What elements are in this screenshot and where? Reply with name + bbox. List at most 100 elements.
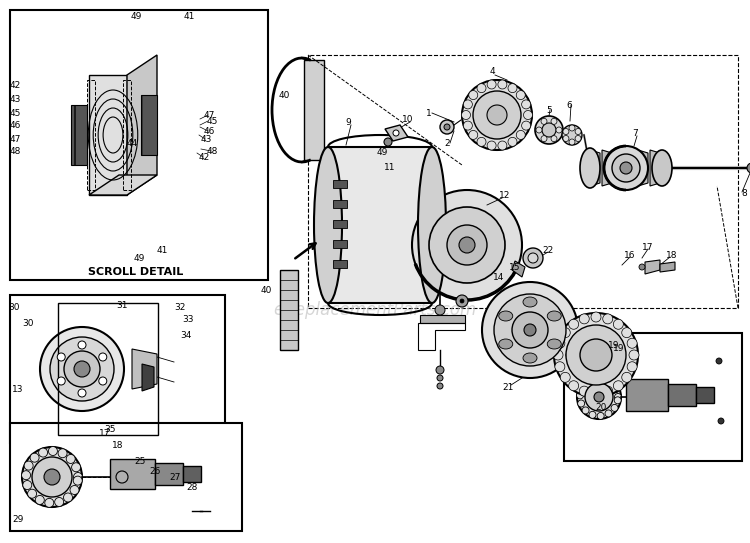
Ellipse shape (548, 339, 561, 349)
Circle shape (563, 129, 569, 135)
Circle shape (40, 327, 124, 411)
Bar (696, 387, 714, 403)
Circle shape (440, 120, 454, 134)
Text: 27: 27 (170, 473, 181, 483)
Circle shape (627, 338, 638, 348)
Ellipse shape (523, 297, 537, 307)
Circle shape (464, 121, 472, 130)
Circle shape (579, 314, 590, 324)
Circle shape (568, 319, 579, 329)
Polygon shape (142, 364, 154, 391)
Bar (304, 60, 324, 160)
Ellipse shape (314, 147, 342, 303)
Ellipse shape (580, 148, 600, 188)
Circle shape (582, 407, 589, 414)
Bar (308, 55, 738, 308)
Circle shape (393, 130, 399, 136)
Circle shape (473, 91, 521, 139)
Text: 16: 16 (624, 250, 636, 260)
Circle shape (57, 377, 65, 385)
Circle shape (38, 448, 47, 457)
Circle shape (78, 389, 86, 397)
Polygon shape (127, 55, 157, 195)
Bar (333, 240, 347, 248)
Bar (333, 200, 347, 208)
Text: 17: 17 (642, 243, 654, 251)
Circle shape (28, 489, 37, 498)
Circle shape (554, 313, 638, 397)
Bar (123, 80, 131, 190)
Text: 34: 34 (180, 331, 192, 339)
Circle shape (569, 125, 575, 131)
Circle shape (32, 457, 72, 497)
Circle shape (716, 358, 722, 364)
Polygon shape (638, 150, 648, 186)
Circle shape (508, 137, 517, 147)
Circle shape (562, 125, 582, 145)
Circle shape (575, 136, 581, 142)
Circle shape (437, 375, 443, 381)
Text: 35: 35 (104, 425, 116, 433)
Text: 40: 40 (278, 91, 290, 99)
Circle shape (35, 495, 44, 504)
Circle shape (55, 497, 64, 507)
Bar (10, 10, 268, 280)
Circle shape (494, 294, 566, 366)
Circle shape (487, 141, 496, 150)
Bar (564, 333, 742, 461)
Circle shape (516, 91, 525, 99)
Circle shape (498, 141, 507, 150)
Text: 11: 11 (384, 162, 396, 172)
Circle shape (629, 350, 639, 360)
Circle shape (30, 453, 39, 462)
Circle shape (597, 413, 604, 419)
Bar (141, 95, 157, 155)
Text: eReplacementParts.com: eReplacementParts.com (274, 301, 477, 319)
Text: 41: 41 (183, 11, 195, 21)
Bar (333, 180, 347, 188)
Circle shape (528, 253, 538, 263)
Circle shape (70, 485, 79, 495)
Circle shape (523, 248, 543, 268)
Circle shape (447, 225, 487, 265)
Circle shape (591, 312, 601, 322)
Text: 2: 2 (444, 138, 450, 148)
Polygon shape (89, 175, 157, 195)
Circle shape (459, 237, 475, 253)
Polygon shape (626, 150, 636, 186)
Ellipse shape (418, 147, 446, 303)
Circle shape (601, 375, 608, 382)
Circle shape (460, 299, 464, 303)
Circle shape (461, 110, 470, 119)
Circle shape (592, 375, 599, 382)
Circle shape (541, 118, 547, 124)
Circle shape (589, 412, 596, 418)
Bar (333, 220, 347, 228)
Bar (668, 384, 696, 406)
Bar (155, 463, 183, 485)
Circle shape (556, 127, 562, 133)
Circle shape (577, 392, 584, 399)
Text: 19: 19 (608, 340, 619, 350)
Circle shape (542, 123, 556, 137)
Circle shape (536, 127, 542, 133)
Circle shape (575, 129, 581, 135)
Bar (328, 147, 432, 303)
Circle shape (614, 319, 623, 329)
Circle shape (611, 405, 618, 412)
Text: 7: 7 (632, 129, 638, 137)
Circle shape (429, 207, 505, 283)
Circle shape (74, 476, 82, 485)
Circle shape (603, 386, 613, 396)
Circle shape (585, 383, 613, 411)
Circle shape (99, 377, 106, 385)
Ellipse shape (499, 311, 513, 321)
Polygon shape (660, 262, 675, 272)
Text: 45: 45 (9, 109, 21, 117)
Circle shape (66, 454, 75, 463)
Circle shape (555, 362, 565, 372)
Text: 26: 26 (149, 466, 160, 476)
Circle shape (24, 461, 33, 470)
Text: 46: 46 (203, 127, 214, 136)
Text: 10: 10 (402, 115, 414, 123)
